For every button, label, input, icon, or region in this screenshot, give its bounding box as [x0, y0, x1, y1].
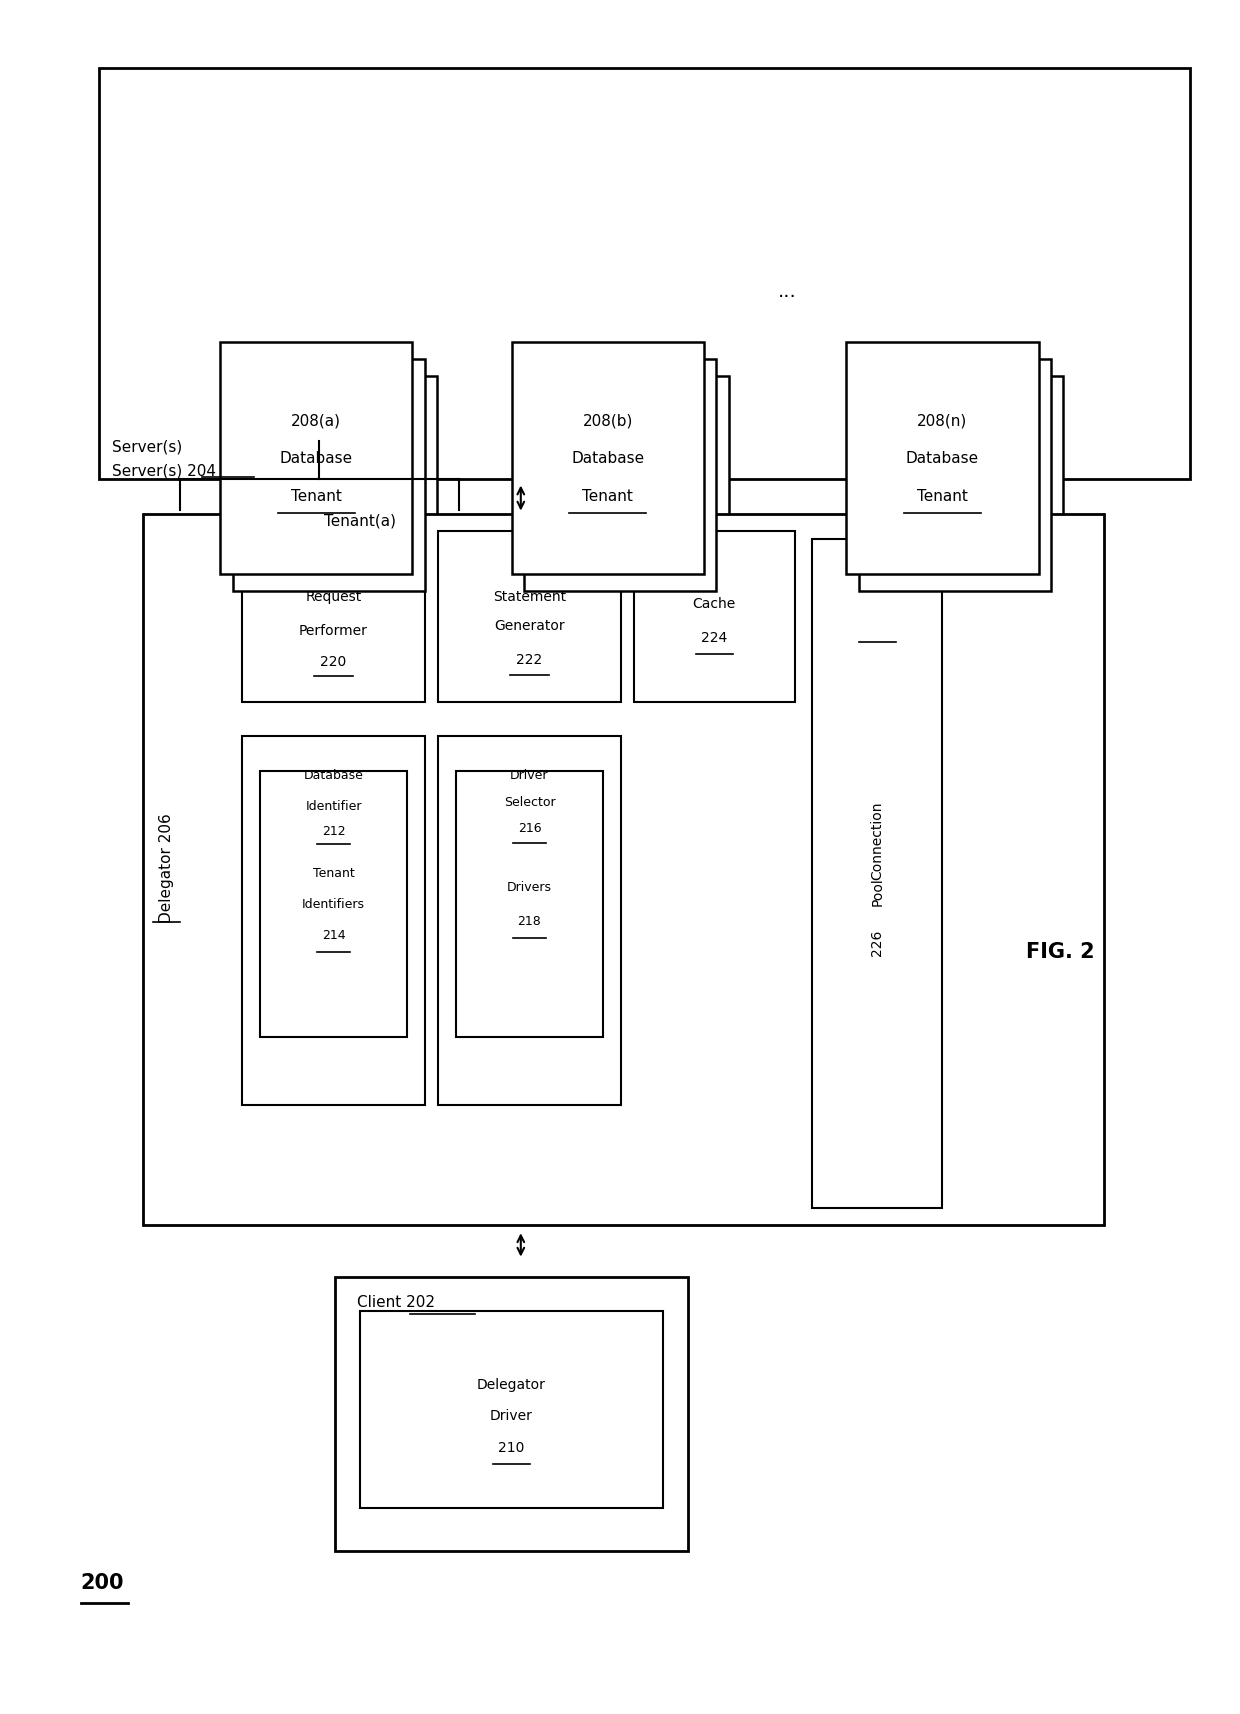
Text: Performer: Performer: [299, 624, 368, 638]
Bar: [233, 360, 424, 591]
Bar: [456, 771, 603, 1037]
Text: Tenant(a): Tenant(a): [324, 514, 396, 528]
Bar: [870, 377, 1064, 608]
Text: Database: Database: [572, 451, 644, 466]
Text: 200: 200: [81, 1572, 124, 1592]
Text: 214: 214: [321, 929, 346, 941]
Text: Client 202: Client 202: [357, 1294, 435, 1309]
Bar: [242, 531, 425, 703]
Text: FIG. 2: FIG. 2: [1025, 941, 1095, 962]
Text: Drivers: Drivers: [507, 881, 552, 893]
Text: Pool: Pool: [870, 878, 884, 905]
Text: Generator: Generator: [495, 619, 564, 632]
Text: Driver: Driver: [510, 768, 549, 782]
Text: Delegator 206: Delegator 206: [159, 812, 174, 922]
Bar: [858, 360, 1052, 591]
Text: Driver: Driver: [490, 1407, 533, 1423]
Text: Delegator: Delegator: [477, 1376, 546, 1392]
Text: Request: Request: [305, 590, 362, 603]
Text: Tenant: Tenant: [312, 867, 355, 879]
Bar: [523, 360, 717, 591]
Bar: [360, 1311, 663, 1508]
Text: Tenant: Tenant: [582, 488, 634, 504]
Bar: [143, 514, 1104, 1226]
Text: 210: 210: [498, 1440, 525, 1455]
Bar: [511, 343, 704, 574]
Text: Tenant: Tenant: [916, 488, 968, 504]
Text: Connection: Connection: [870, 800, 884, 879]
Bar: [812, 540, 942, 1208]
Text: Database: Database: [280, 451, 352, 466]
Bar: [244, 377, 436, 608]
Text: 212: 212: [321, 824, 346, 838]
Bar: [242, 737, 425, 1106]
Bar: [221, 343, 413, 574]
Bar: [846, 343, 1039, 574]
Text: 208(n): 208(n): [918, 413, 967, 428]
Text: Cache: Cache: [693, 596, 735, 610]
Text: ...: ...: [777, 281, 797, 302]
Text: 222: 222: [516, 653, 543, 667]
Text: Database: Database: [304, 768, 363, 782]
Text: Tenant: Tenant: [290, 488, 342, 504]
Text: Database: Database: [906, 451, 978, 466]
Text: 224: 224: [701, 631, 728, 644]
Bar: [335, 1277, 688, 1551]
Text: 226: 226: [870, 929, 884, 956]
Text: 218: 218: [517, 915, 542, 927]
Text: 208(b): 208(b): [583, 413, 632, 428]
Bar: [536, 377, 729, 608]
Text: Statement: Statement: [494, 590, 565, 603]
Bar: [99, 69, 1190, 480]
Text: Identifiers: Identifiers: [303, 898, 365, 910]
Bar: [260, 771, 407, 1037]
Text: 208(a): 208(a): [291, 413, 341, 428]
Text: Server(s) 204: Server(s) 204: [112, 463, 216, 478]
Text: Selector: Selector: [503, 795, 556, 809]
Text: 220: 220: [320, 655, 347, 668]
Bar: [438, 531, 621, 703]
Bar: [438, 737, 621, 1106]
Text: Identifier: Identifier: [305, 799, 362, 812]
Bar: [634, 531, 795, 703]
Text: 216: 216: [517, 821, 542, 835]
Text: Server(s): Server(s): [112, 439, 187, 454]
